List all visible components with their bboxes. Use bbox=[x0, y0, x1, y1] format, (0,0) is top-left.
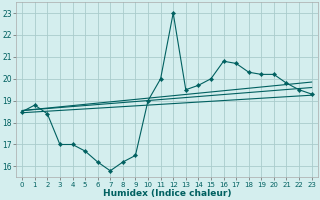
X-axis label: Humidex (Indice chaleur): Humidex (Indice chaleur) bbox=[103, 189, 231, 198]
